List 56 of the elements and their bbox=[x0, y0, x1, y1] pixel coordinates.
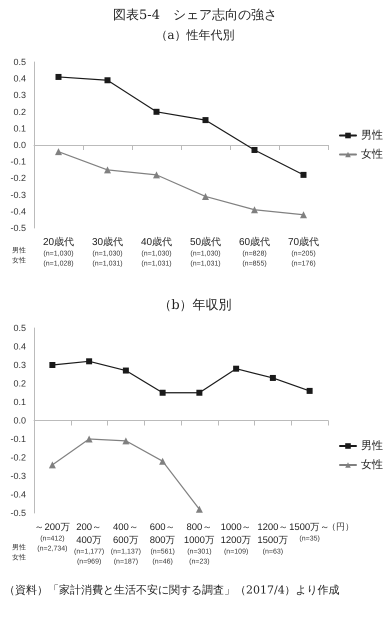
point bbox=[104, 166, 111, 174]
y-tick-label: -0.2 bbox=[10, 173, 26, 184]
point bbox=[202, 192, 209, 200]
y-tick-label: 0.0 bbox=[13, 140, 26, 150]
point bbox=[252, 146, 258, 153]
point bbox=[122, 437, 130, 444]
point bbox=[104, 77, 110, 84]
y-tick-label: 0.4 bbox=[13, 342, 26, 352]
y-tick-label: 0.1 bbox=[13, 397, 26, 407]
point bbox=[55, 148, 62, 156]
y-tick-label: 0.4 bbox=[13, 74, 26, 84]
chart-title: （b）年収別 bbox=[158, 298, 232, 313]
y-tick-label: -0.1 bbox=[10, 156, 26, 167]
point bbox=[160, 390, 166, 396]
legend-label: 女性 bbox=[361, 148, 383, 160]
y-tick-label: 0.2 bbox=[13, 378, 26, 388]
point bbox=[196, 390, 202, 396]
y-tick-label: -0.3 bbox=[10, 190, 26, 200]
chart-subtitle: （a）性年代別 bbox=[155, 28, 235, 42]
point bbox=[270, 374, 276, 381]
point bbox=[300, 172, 306, 178]
y-tick-label: 0.5 bbox=[13, 323, 26, 333]
point bbox=[48, 461, 56, 468]
legend-label: 男性 bbox=[361, 440, 383, 452]
text: （円） bbox=[327, 522, 354, 532]
y-tick-label: 0.3 bbox=[13, 360, 26, 370]
point bbox=[233, 366, 240, 372]
chart-title: 図表5-4 シェア志向の強さ bbox=[113, 8, 277, 23]
legend-label: 男性 bbox=[361, 130, 383, 142]
point bbox=[153, 171, 160, 178]
point bbox=[86, 358, 92, 364]
point bbox=[159, 458, 166, 465]
y-tick-label: -0.1 bbox=[10, 434, 26, 444]
legend-label: 女性 bbox=[361, 459, 383, 471]
point bbox=[196, 506, 203, 513]
point bbox=[202, 117, 208, 124]
text: （資料）「家計消費と生活不安に関する調査」（2017/4）より作成 bbox=[4, 584, 340, 596]
y-tick-label: 0.3 bbox=[13, 90, 26, 100]
point bbox=[86, 436, 93, 442]
point bbox=[154, 108, 160, 115]
point bbox=[56, 74, 62, 80]
y-tick-label: -0.5 bbox=[10, 223, 26, 233]
point bbox=[306, 388, 313, 394]
point bbox=[122, 368, 129, 374]
y-tick-label: -0.4 bbox=[10, 490, 26, 500]
y-tick-label: -0.4 bbox=[10, 206, 26, 216]
point bbox=[49, 362, 56, 368]
y-tick-label: 0.5 bbox=[13, 57, 26, 67]
y-tick-label: 0.0 bbox=[13, 416, 26, 426]
point bbox=[300, 211, 307, 218]
y-tick-label: -0.5 bbox=[10, 508, 26, 518]
point bbox=[251, 206, 258, 214]
y-tick-label: -0.3 bbox=[10, 471, 26, 481]
y-tick-label: -0.2 bbox=[10, 452, 26, 462]
y-tick-label: 0.1 bbox=[13, 123, 26, 134]
y-tick-label: 0.2 bbox=[13, 106, 26, 117]
